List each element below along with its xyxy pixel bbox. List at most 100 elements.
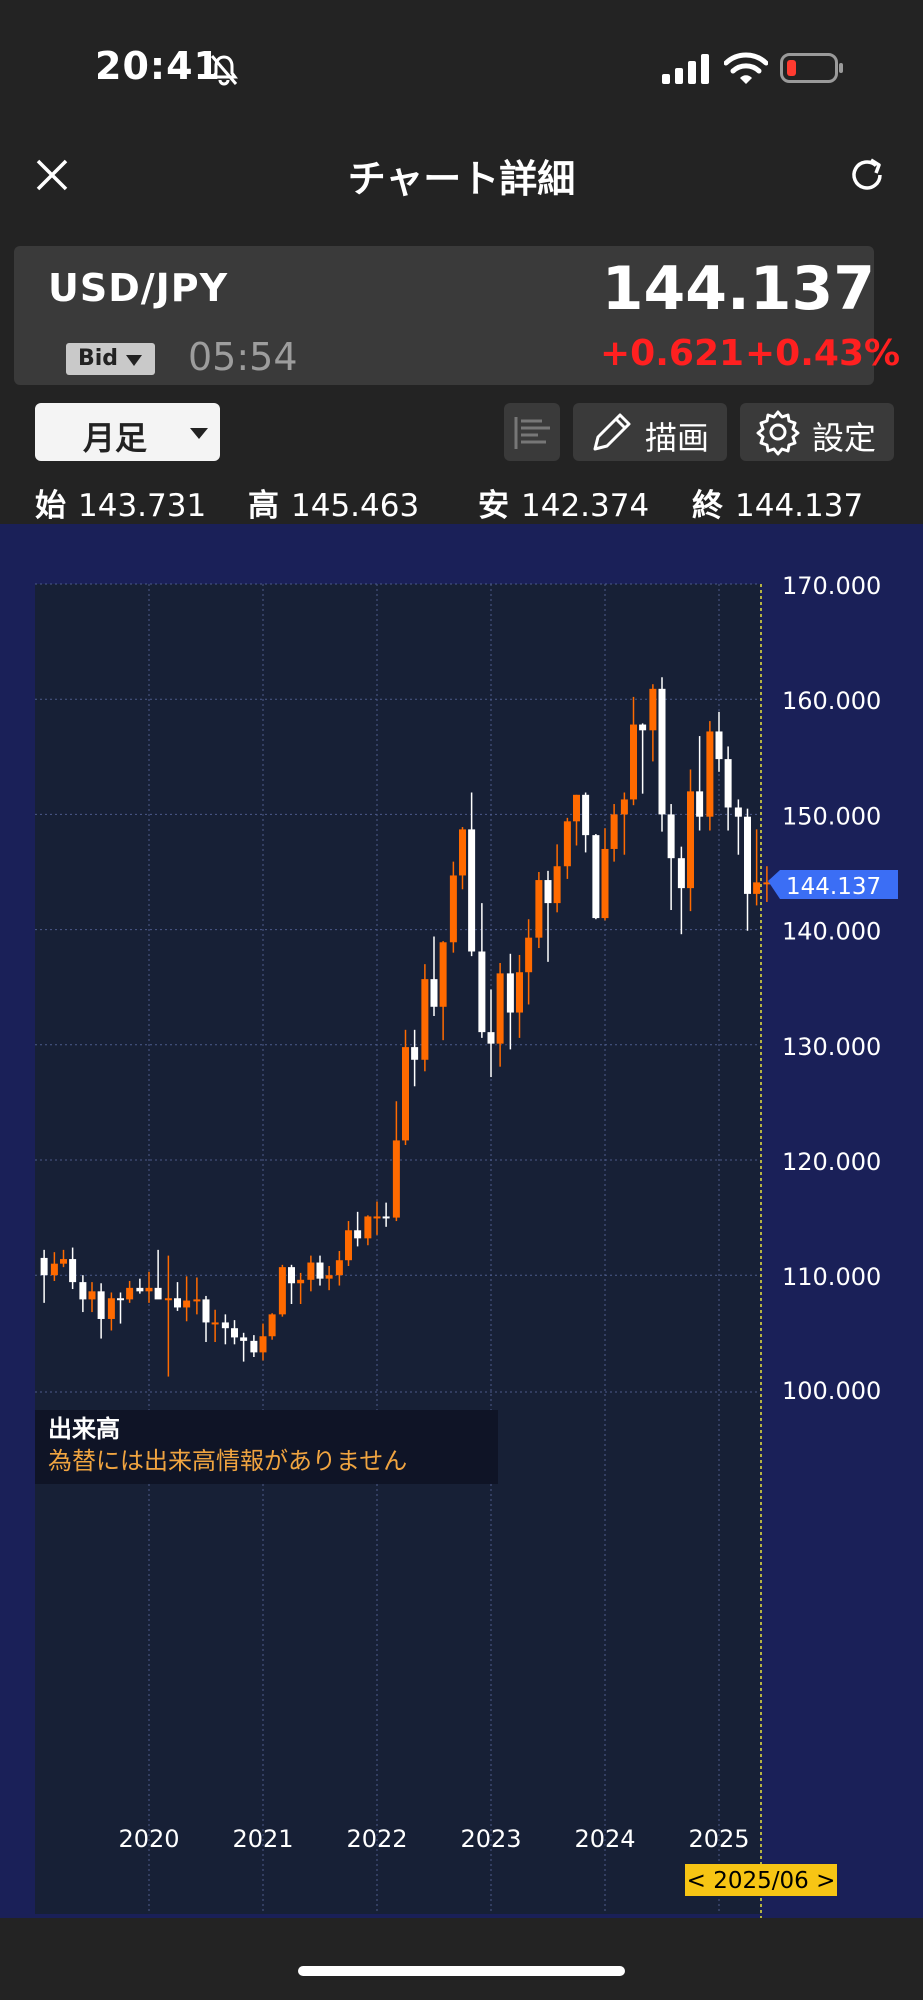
candle-body — [40, 1257, 48, 1276]
refresh-icon[interactable] — [847, 155, 887, 195]
candle-body — [563, 821, 571, 867]
candle-body — [50, 1263, 58, 1276]
candle-body — [202, 1299, 210, 1323]
candle-body — [610, 814, 618, 849]
candle-body — [392, 1140, 400, 1218]
candle-body — [117, 1298, 124, 1301]
draw-button[interactable]: 描画 — [573, 403, 727, 461]
candle-body — [582, 794, 590, 836]
period-label: 月足 — [83, 419, 148, 457]
candle-body — [449, 875, 457, 943]
ohlc-value: 145.463 — [291, 488, 420, 524]
candle-body — [753, 882, 761, 894]
candle-body — [240, 1337, 248, 1341]
candle-body — [478, 951, 486, 1033]
list-icon — [514, 417, 550, 449]
candle-body — [411, 1047, 419, 1060]
y-tick-label: 150.000 — [782, 802, 881, 830]
battery-low-icon — [780, 53, 843, 83]
volume-message: 為替には出来高情報がありません — [48, 1447, 407, 1475]
candle-body — [706, 731, 714, 817]
candle-body — [325, 1275, 333, 1279]
candle-body — [553, 866, 561, 904]
candle-body — [421, 979, 429, 1060]
price-change: +0.621 — [600, 333, 745, 374]
ohlc-label: 高 — [248, 488, 279, 524]
candle-body — [696, 791, 704, 817]
ohlc-value: 144.137 — [735, 488, 864, 524]
ohlc-open: 始 143.731 — [35, 480, 206, 525]
x-tick-label: 2021 — [232, 1825, 293, 1853]
y-tick-label: 130.000 — [782, 1033, 881, 1061]
current-price: 144.137 — [601, 254, 875, 324]
candle-body — [506, 973, 514, 1013]
gear-icon — [756, 410, 800, 456]
dropdown-arrow-icon — [126, 355, 142, 366]
candle-body — [354, 1230, 362, 1239]
y-tick-label: 110.000 — [782, 1263, 881, 1291]
candle-body — [250, 1340, 258, 1353]
price-change-percent: +0.43% — [745, 333, 901, 374]
x-tick-label: 2022 — [346, 1825, 407, 1853]
candlestick-chart[interactable]: 170.000 160.000 150.000 140.000 130.000 120.0… — [0, 524, 923, 1918]
candle-body — [88, 1291, 96, 1300]
candle-body — [525, 937, 533, 973]
cellular-signal-icon — [662, 54, 709, 84]
quote-card — [14, 246, 874, 385]
candle-body — [763, 882, 771, 885]
draw-label: 描画 — [645, 419, 710, 457]
candle-body — [221, 1322, 229, 1329]
candle-body — [145, 1287, 153, 1292]
candle-body — [297, 1279, 305, 1284]
candle-body — [97, 1291, 105, 1319]
quote-time: 05:54 — [188, 335, 298, 379]
close-icon[interactable] — [32, 155, 72, 195]
candle-body — [573, 794, 580, 822]
y-tick-label: 170.000 — [782, 572, 881, 600]
candle-body — [259, 1336, 267, 1353]
home-indicator[interactable] — [298, 1966, 625, 1976]
candle-body — [174, 1298, 181, 1308]
ohlc-value: 143.731 — [78, 488, 207, 524]
candle-body — [126, 1287, 134, 1300]
candle-body — [60, 1259, 67, 1264]
wifi-icon — [724, 52, 768, 84]
pencil-icon — [593, 413, 631, 451]
candle-body — [544, 880, 552, 904]
candle-body — [592, 835, 600, 919]
candle-body — [136, 1287, 144, 1292]
x-axis: 2020 2021 2022 2023 2024 2025 — [118, 1825, 749, 1853]
dropdown-arrow-icon — [190, 428, 208, 439]
volume-label-box — [35, 1410, 498, 1484]
x-tick-label: 2020 — [118, 1825, 179, 1853]
candle-body — [364, 1216, 372, 1239]
x-tick-label: 2024 — [574, 1825, 635, 1853]
candle-body — [468, 829, 476, 952]
candle-body — [535, 880, 543, 938]
settings-button[interactable]: 設定 — [740, 403, 894, 461]
candle-body — [345, 1230, 352, 1261]
cursor-date-box[interactable] — [685, 1864, 837, 1896]
ohlc-value: 142.374 — [521, 488, 650, 524]
y-tick-label: 140.000 — [782, 918, 881, 946]
y-axis: 170.000 160.000 150.000 140.000 130.000 120.0… — [782, 572, 881, 1405]
candle-body — [402, 1047, 409, 1141]
period-selector[interactable]: 月足 — [35, 403, 220, 461]
candle-body — [459, 829, 466, 876]
ohlc-close: 終 144.137 — [692, 480, 863, 525]
ohlc-label: 始 — [35, 488, 66, 524]
candle-body — [430, 979, 438, 1007]
price-type-dropdown[interactable]: Bid — [66, 343, 155, 375]
currency-pair: USD/JPY — [48, 266, 229, 310]
ohlc-label: 安 — [478, 488, 509, 524]
candles — [40, 677, 771, 1377]
plot-area — [35, 584, 760, 1914]
ohlc-low: 安 142.374 — [478, 480, 649, 525]
candle-body — [744, 816, 751, 894]
x-tick-label: 2023 — [460, 1825, 521, 1853]
candle-body — [439, 942, 447, 1007]
candle-body — [516, 972, 523, 1013]
x-tick-label: 2025 — [688, 1825, 749, 1853]
candle-body — [211, 1322, 219, 1325]
indicator-list-button[interactable] — [504, 403, 560, 461]
